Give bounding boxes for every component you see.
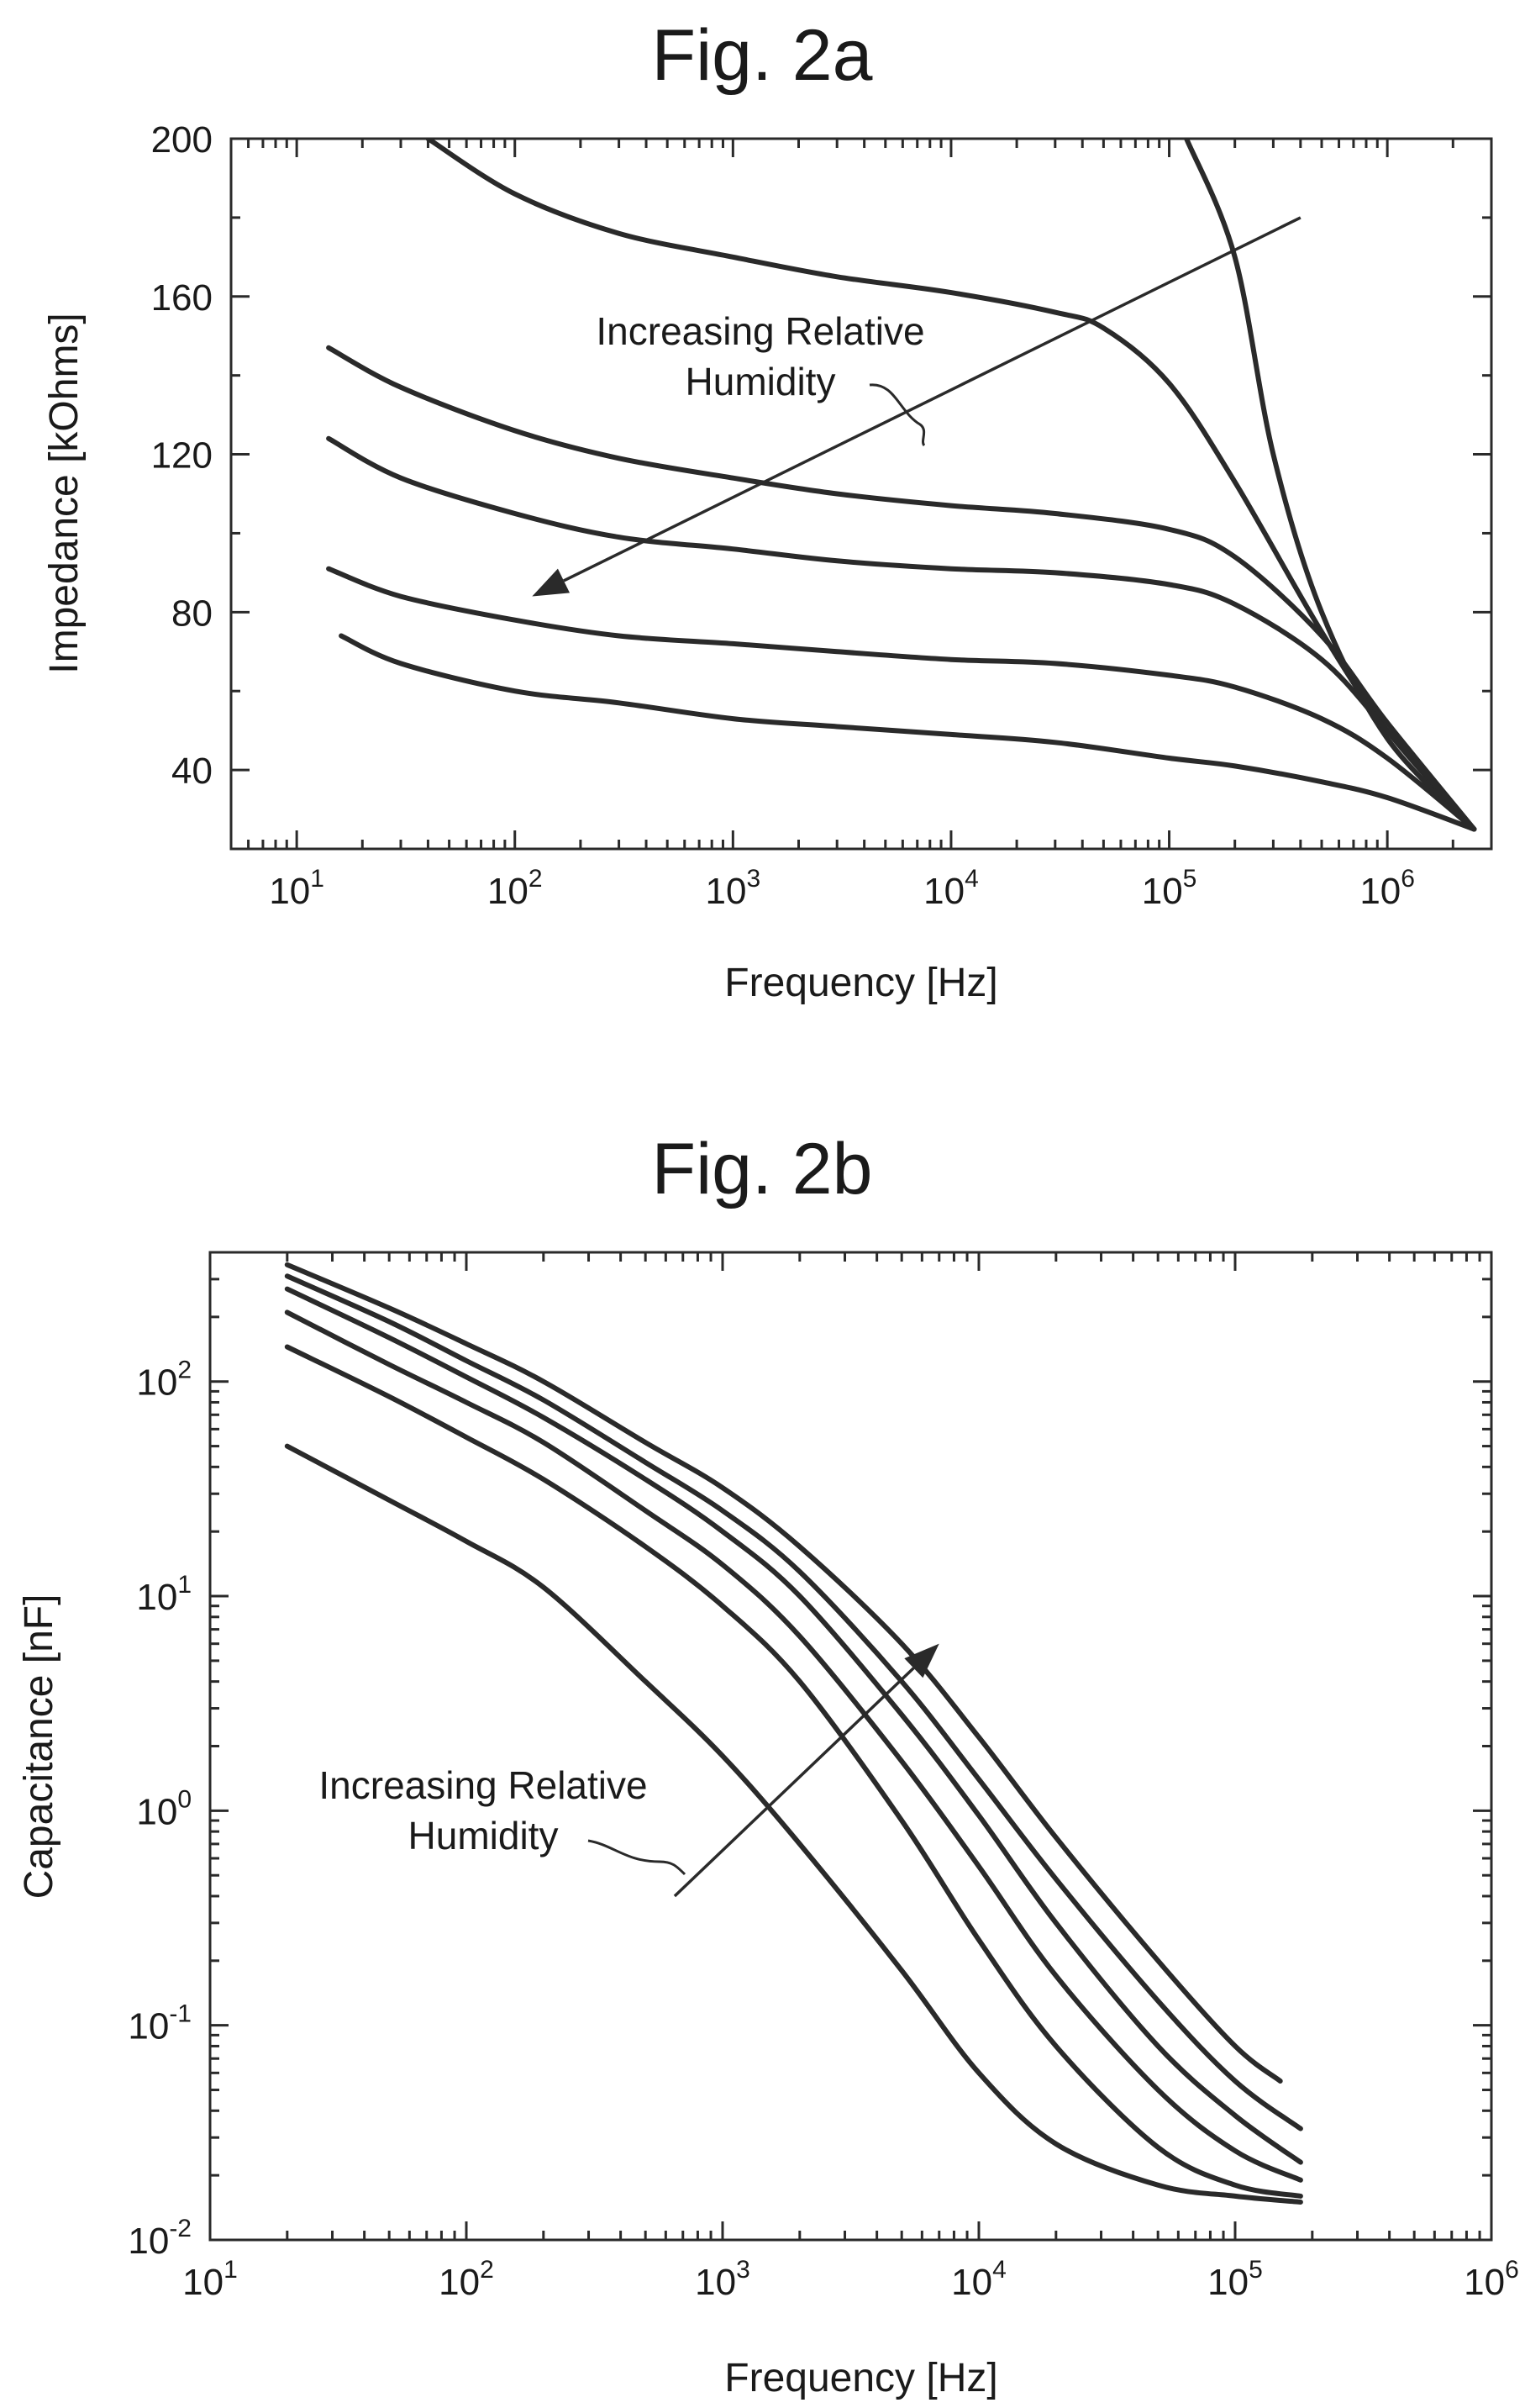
chart-b-arrow-head bbox=[904, 1643, 939, 1678]
chart-a-annotation-leader bbox=[869, 383, 926, 447]
chart-b-y-tick-label: 101 bbox=[136, 1571, 192, 1618]
chart-b-x-tick-label: 105 bbox=[1207, 2256, 1263, 2303]
chart-b-arrow-shaft bbox=[673, 1667, 915, 1898]
chart-a-y-tick-label: 120 bbox=[151, 435, 213, 477]
chart-a-y-tick-label: 80 bbox=[171, 593, 213, 634]
chart-b-annotation-group: Increasing Relative Humidity bbox=[318, 1643, 939, 1898]
chart-a-series-line-2 bbox=[425, 139, 1477, 832]
chart-b-series-line-3 bbox=[284, 1309, 1303, 2183]
chart-b-annotation-line1: Increasing Relative bbox=[318, 1763, 647, 1807]
chart-a-y-tick-label: 200 bbox=[151, 119, 213, 161]
chart-b-x-axis: 101 102 103 104 105 106 bbox=[182, 1252, 1519, 2303]
chart-b-series-line-2 bbox=[284, 1344, 1303, 2199]
chart-b-series-line-5 bbox=[284, 1273, 1303, 2131]
chart-a-series-line-6 bbox=[339, 633, 1477, 832]
chart-a-series-line-5 bbox=[326, 566, 1477, 832]
chart-a-arrow-head bbox=[532, 568, 571, 597]
chart-capacitance: Fig. 2b 101 102 103 104 105 106 102 101 100 10-1… bbox=[17, 1129, 1519, 2400]
chart-a-x-tick-label: 102 bbox=[487, 865, 543, 912]
chart-a-x-axis: 101 102 103 104 105 106 bbox=[229, 139, 1493, 912]
chart-b-annotation-line2: Humidity bbox=[408, 1814, 559, 1857]
chart-b-y-tick-label: 10-1 bbox=[128, 2000, 192, 2047]
chart-a-series-group bbox=[326, 139, 1477, 832]
chart-a-y-tick-label: 40 bbox=[171, 751, 213, 792]
chart-a-x-axis-label: Frequency [Hz] bbox=[724, 961, 997, 1005]
chart-b-x-tick-label: 102 bbox=[439, 2256, 494, 2303]
chart-a-x-tick-label: 106 bbox=[1359, 865, 1415, 912]
chart-b-y-axis: 102 101 100 10-1 10-2 bbox=[128, 1251, 1491, 2262]
chart-impedance: Fig. 2a 101 102 103 104 105 106 200 160 120 80 40… bbox=[42, 15, 1493, 1005]
chart-a-plot-frame bbox=[229, 137, 1493, 851]
chart-b-x-tick-label: 103 bbox=[695, 2256, 750, 2303]
chart-b-y-tick-label: 10-2 bbox=[128, 2215, 192, 2262]
chart-b-annotation-leader bbox=[587, 1839, 686, 1876]
chart-b-title: Fig. 2b bbox=[652, 1129, 873, 1209]
chart-a-x-tick-label: 101 bbox=[269, 865, 324, 912]
chart-a-x-tick-label: 105 bbox=[1142, 865, 1197, 912]
chart-b-series-line-6 bbox=[284, 1262, 1283, 2084]
chart-a-annotation-group: Increasing Relative Humidity bbox=[532, 216, 1302, 597]
chart-b-x-tick-label: 104 bbox=[951, 2256, 1007, 2303]
chart-b-y-tick-label: 102 bbox=[136, 1357, 192, 1404]
chart-b-series-group bbox=[284, 1262, 1303, 2205]
chart-b-y-tick-label: 100 bbox=[136, 1785, 192, 1832]
chart-b-series-line-1 bbox=[284, 1443, 1303, 2205]
chart-b-y-axis-label: Capacitance [nF] bbox=[17, 1594, 61, 1900]
chart-a-annotation-line1: Increasing Relative bbox=[596, 309, 924, 353]
chart-a-y-axis-label: Impedance [kOhms] bbox=[42, 313, 87, 674]
chart-a-x-tick-label: 103 bbox=[706, 865, 761, 912]
chart-a-x-tick-label: 104 bbox=[923, 865, 979, 912]
chart-b-x-tick-label: 106 bbox=[1464, 2256, 1519, 2303]
chart-b-x-tick-label: 101 bbox=[182, 2256, 238, 2303]
chart-a-title: Fig. 2a bbox=[652, 15, 873, 96]
chart-a-y-tick-label: 160 bbox=[151, 277, 213, 319]
chart-a-series-line-3 bbox=[326, 345, 1477, 832]
chart-a-y-axis: 200 160 120 80 40 bbox=[151, 119, 1491, 851]
chart-b-series-line-4 bbox=[284, 1286, 1303, 2165]
chart-a-arrow-shaft bbox=[563, 216, 1302, 582]
chart-a-series-line-4 bbox=[326, 435, 1477, 832]
chart-b-x-axis-label: Frequency [Hz] bbox=[724, 2356, 997, 2400]
chart-a-annotation-line2: Humidity bbox=[686, 360, 836, 403]
